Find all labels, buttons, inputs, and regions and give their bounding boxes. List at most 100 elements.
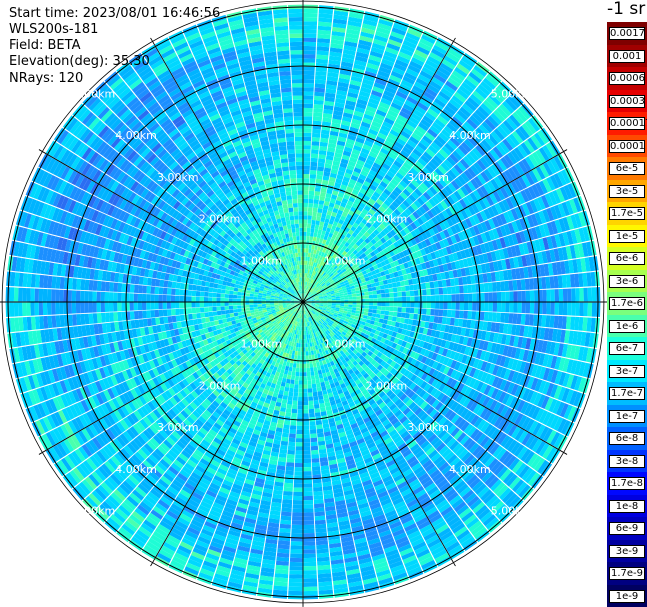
range-gate-cell: [373, 277, 379, 283]
range-gate-cell: [446, 51, 460, 63]
range-gate-cell: [334, 250, 340, 256]
range-gate-cell: [518, 160, 529, 174]
range-gate-cell: [314, 295, 319, 298]
range-gate-cell: [330, 290, 335, 293]
range-gate-cell: [510, 245, 517, 257]
range-gate-cell: [326, 76, 339, 82]
range-gate-cell: [380, 124, 391, 133]
range-gate-cell: [303, 107, 313, 113]
range-gate-cell: [358, 39, 372, 47]
range-gate-cell: [432, 183, 441, 193]
range-gate-cell: [340, 124, 350, 131]
range-gate-cell: [310, 232, 314, 237]
range-gate-cell: [350, 174, 359, 182]
range-gate-cell: [500, 281, 506, 292]
range-gate-cell: [389, 297, 394, 302]
range-gate-cell: [287, 395, 293, 401]
range-gate-cell: [323, 171, 331, 177]
range-gate-cell: [391, 266, 398, 273]
range-gate-cell: [395, 216, 403, 224]
range-gate-cell: [402, 296, 407, 302]
range-gate-cell: [376, 74, 389, 83]
range-gate-cell: [339, 259, 344, 264]
range-gate-cell: [426, 302, 431, 309]
range-gate-cell: [357, 191, 365, 199]
range-gate-cell: [357, 94, 369, 102]
range-gate-cell: [483, 168, 494, 181]
range-gate-cell: [403, 262, 409, 269]
range-gate-cell: [517, 144, 528, 158]
range-gate-cell: [308, 292, 312, 296]
range-gate-cell: [386, 278, 392, 284]
range-gate-cell: [375, 30, 390, 39]
range-gate-cell: [316, 46, 330, 52]
range-gate-cell: [316, 237, 320, 243]
range-gate-cell: [356, 293, 361, 297]
range-gate-cell: [339, 281, 345, 286]
range-gate-cell: [342, 116, 352, 123]
range-gate-cell: [312, 253, 316, 259]
range-gate-cell: [435, 302, 440, 309]
range-gate-cell: [283, 482, 294, 488]
range-gate-cell: [397, 270, 403, 277]
range-gate-cell: [434, 167, 444, 178]
range-gate-cell: [490, 251, 497, 262]
range-gate-cell: [309, 274, 312, 279]
range-gate-cell: [286, 361, 290, 367]
range-gate-cell: [373, 242, 380, 249]
range-gate-cell: [341, 120, 351, 127]
range-gate-cell: [351, 71, 364, 79]
range-gate-cell: [316, 386, 322, 392]
range-gate-cell: [480, 171, 490, 183]
range-gate-cell: [326, 210, 333, 216]
range-gate-cell: [465, 228, 473, 238]
range-gate-cell: [405, 285, 410, 291]
range-gate-cell: [495, 238, 503, 250]
range-gate-cell: [376, 198, 384, 206]
range-gate-cell: [458, 59, 473, 72]
range-gate-cell: [288, 366, 293, 372]
range-gate-cell: [314, 224, 320, 230]
range-gate-cell: [410, 202, 419, 211]
range-gate-cell: [402, 103, 415, 113]
range-gate-cell: [361, 218, 368, 225]
range-gate-cell: [303, 467, 312, 472]
range-gate-cell: [348, 210, 355, 217]
range-gate-cell: [354, 209, 362, 216]
range-gate-cell: [497, 159, 508, 172]
range-gate-cell: [314, 79, 326, 85]
range-gate-cell: [298, 388, 303, 393]
range-gate-cell: [352, 296, 357, 300]
range-gate-cell: [304, 269, 307, 274]
range-gate-cell: [376, 309, 381, 315]
range-gate-cell: [545, 142, 557, 157]
range-gate-cell: [283, 486, 293, 492]
range-gate-cell: [341, 180, 349, 187]
range-gate-cell: [442, 84, 456, 95]
range-gate-cell: [332, 190, 339, 196]
range-gate-cell: [537, 130, 549, 145]
range-gate-cell: [314, 191, 321, 196]
range-gate-cell: [303, 244, 306, 249]
range-gate-cell: [333, 239, 338, 245]
range-gate-cell: [315, 282, 319, 286]
range-gate-cell: [362, 261, 368, 267]
range-gate-cell: [321, 129, 330, 135]
range-gate-cell: [304, 281, 307, 286]
range-gate-cell: [298, 343, 301, 348]
range-gate-cell: [364, 244, 371, 250]
range-gate-cell: [314, 228, 319, 234]
range-gate-cell: [415, 77, 429, 88]
range-gate-cell: [312, 116, 323, 122]
range-gate-cell: [308, 400, 314, 406]
range-gate-cell: [304, 273, 306, 278]
range-gate-cell: [464, 248, 471, 258]
range-gate-cell: [546, 222, 555, 236]
range-gate-cell: [546, 207, 555, 222]
range-gate-cell: [283, 424, 290, 430]
range-gate-cell: [303, 215, 308, 220]
range-gate-cell: [537, 196, 546, 210]
range-gate-cell: [356, 205, 364, 212]
range-gate-cell: [352, 299, 357, 302]
range-gate-cell: [468, 293, 473, 302]
